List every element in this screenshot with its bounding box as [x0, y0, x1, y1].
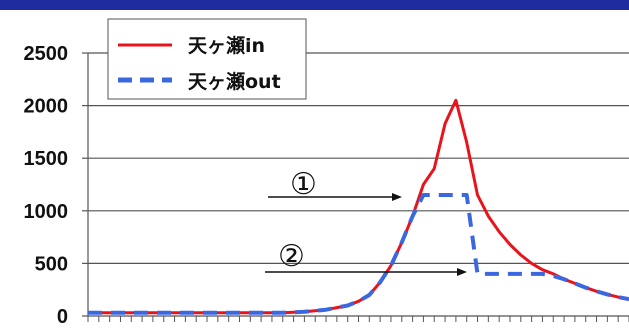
- series-lines: [88, 98, 629, 315]
- y-tick-label-0: 0: [57, 306, 68, 328]
- annotation-1-arrowhead: [392, 193, 402, 201]
- legend-box: [107, 18, 307, 100]
- y-tick-label-2500: 2500: [24, 43, 69, 65]
- y-tick-label-2000: 2000: [24, 96, 69, 118]
- y-axis: 0 500 1000 1500 2000 2500: [24, 43, 629, 328]
- legend-label-out: 天ヶ瀬out: [188, 71, 281, 93]
- x-axis-ticks: [87, 316, 629, 322]
- series-line-in: [88, 98, 629, 315]
- series-line-out: [88, 193, 629, 315]
- y-tick-label-500: 500: [35, 253, 68, 275]
- legend-label-in: 天ヶ瀬in: [188, 35, 265, 57]
- plot-background: [0, 10, 629, 331]
- annotation-1-label: ①: [290, 167, 317, 202]
- annotation-2-arrowhead: [457, 268, 467, 276]
- annotation-2: ②: [265, 239, 467, 276]
- gridlines: [88, 52, 629, 264]
- y-tick-label-1000: 1000: [24, 201, 69, 223]
- annotation-1: ①: [268, 167, 402, 202]
- annotation-2-label: ②: [278, 239, 305, 274]
- y-tick-label-1500: 1500: [24, 148, 69, 170]
- legend: 天ヶ瀬in 天ヶ瀬out: [107, 18, 307, 100]
